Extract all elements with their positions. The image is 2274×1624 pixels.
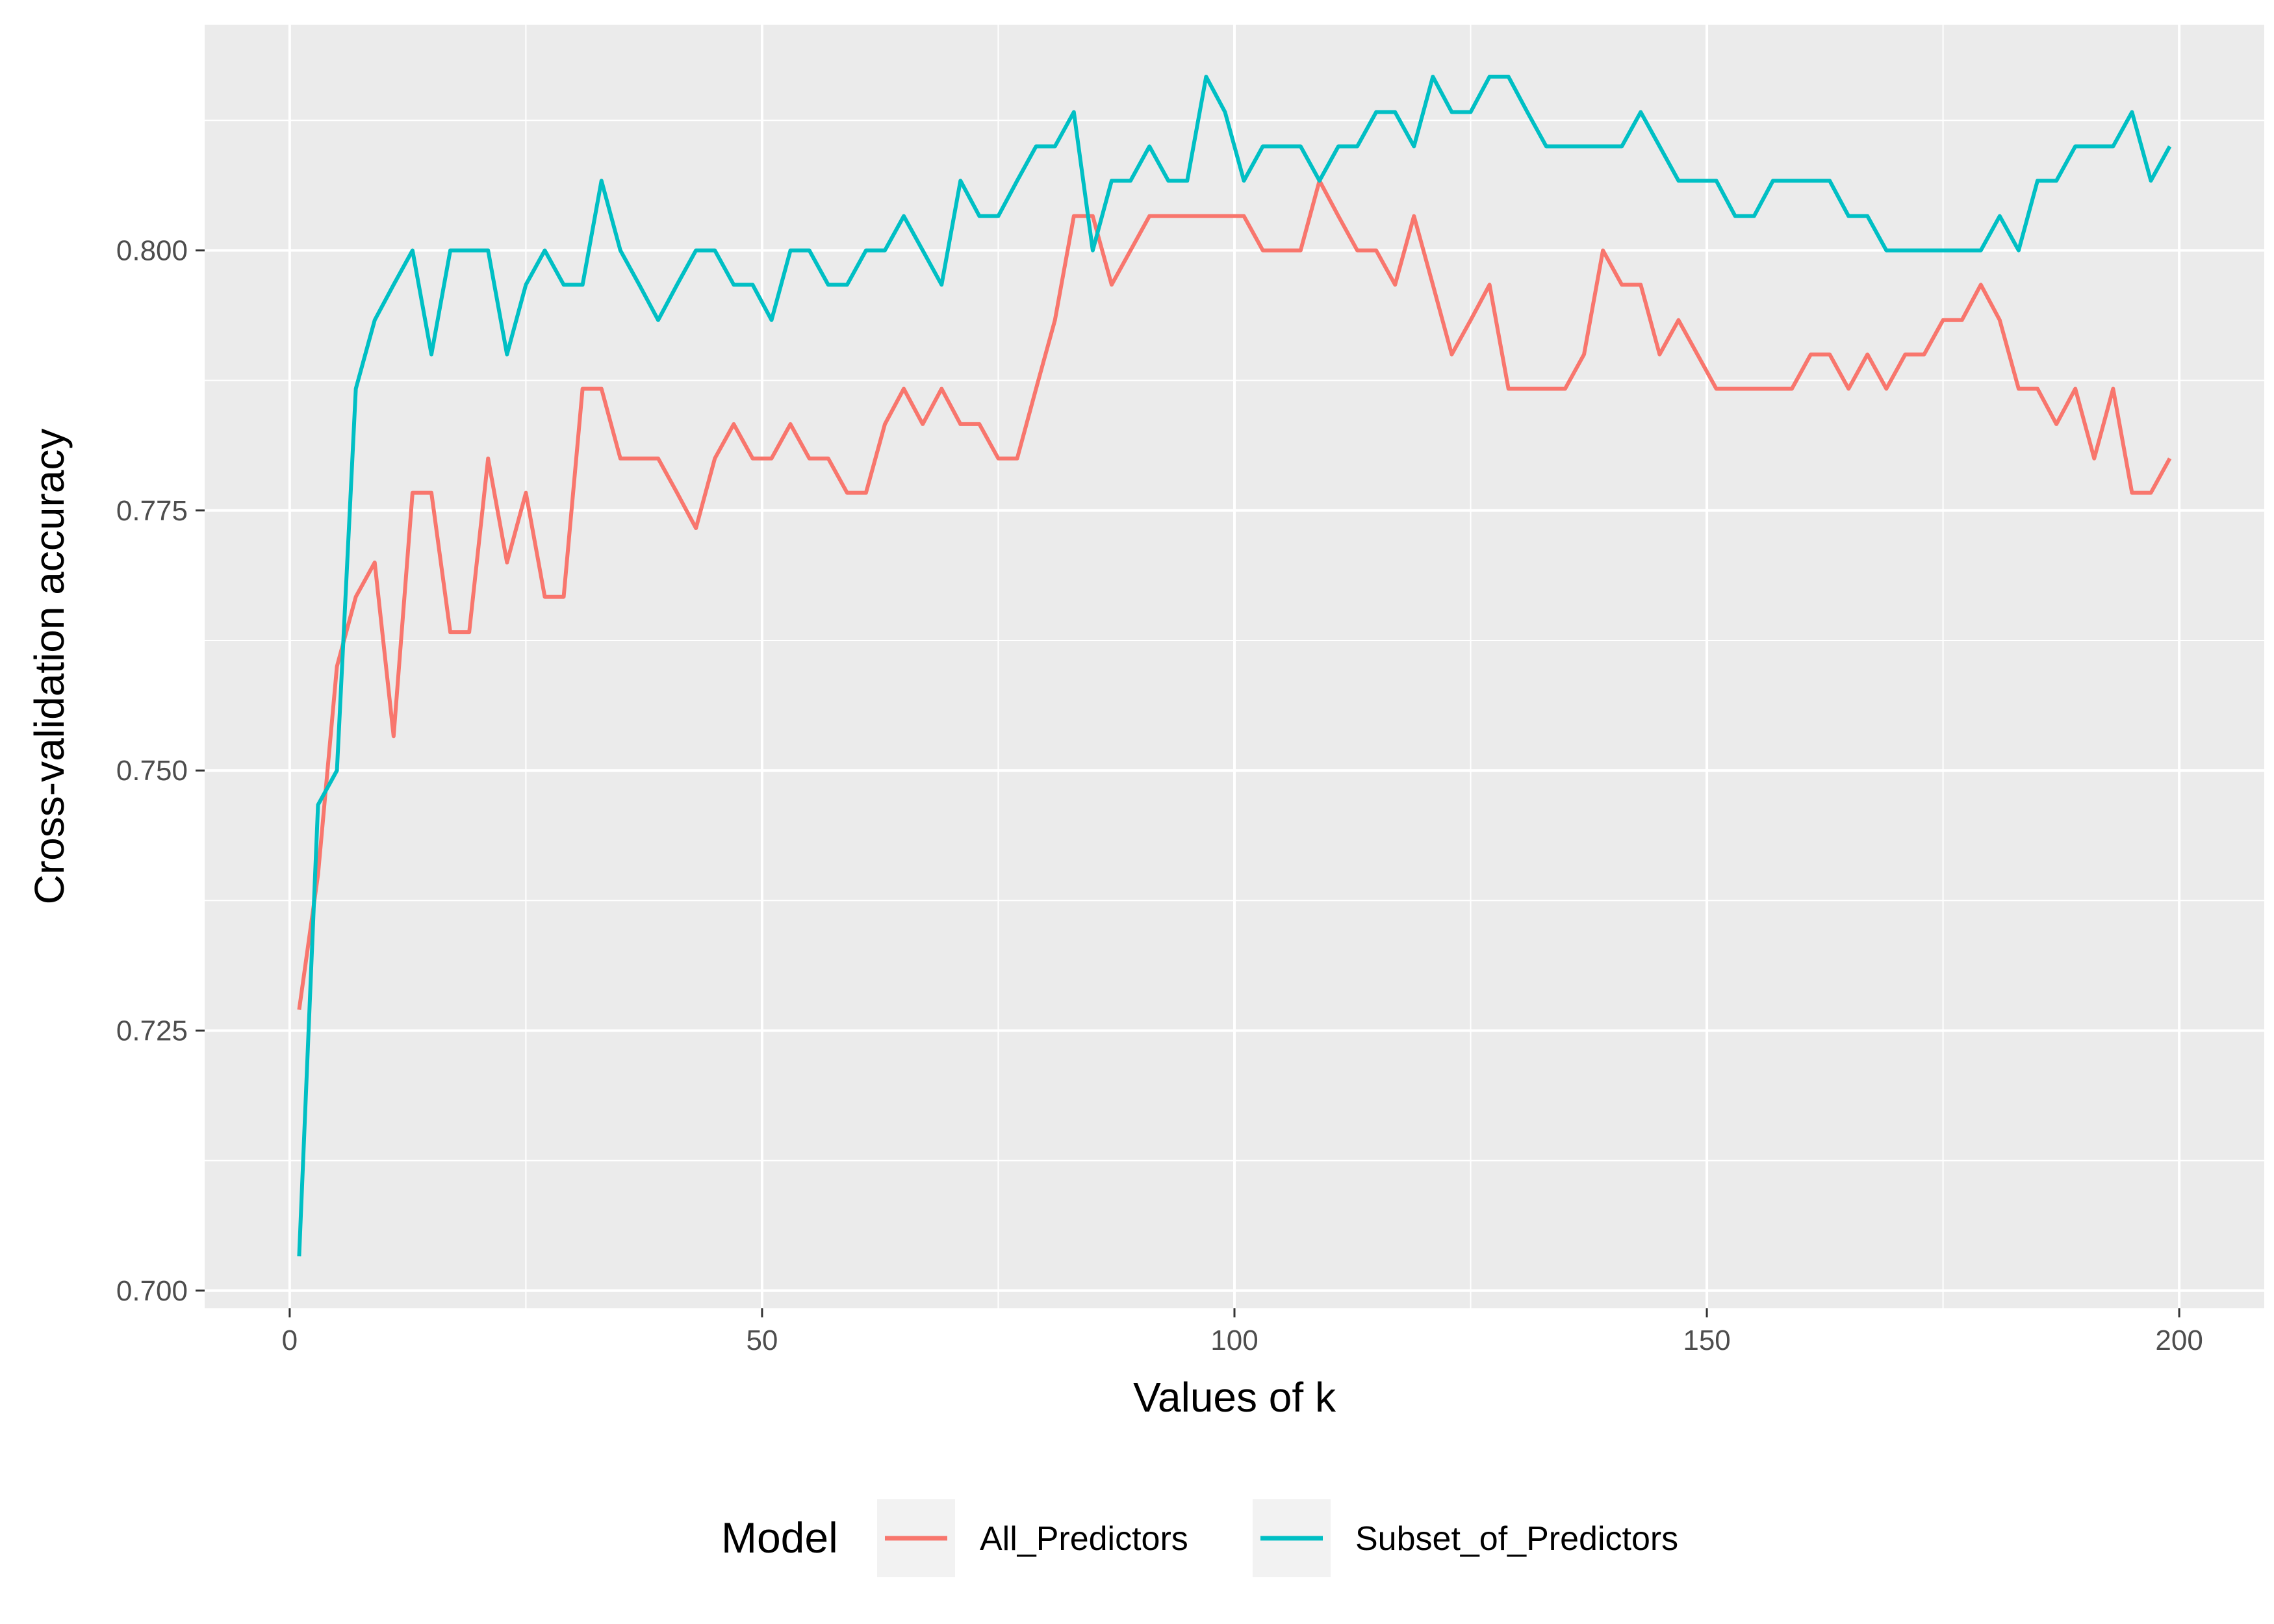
series-layer [297, 75, 2172, 1257]
legend-title: Model [721, 1514, 838, 1562]
legend-label-all-predictors: All_Predictors [980, 1520, 1188, 1558]
series-line-subset-of-predictors [297, 75, 2172, 1257]
x-tick-label: 0 [282, 1325, 298, 1356]
x-axis: 0 50 100 150 200 [282, 1308, 2203, 1356]
x-tick-label: 200 [2155, 1325, 2203, 1356]
x-tick-label: 50 [746, 1325, 778, 1356]
x-tick-label: 150 [1683, 1325, 1730, 1356]
y-tick-label: 0.800 [116, 235, 188, 266]
legend: Model All_Predictors Subset_of_Predictor… [721, 1499, 1678, 1577]
x-tick-label: 100 [1210, 1325, 1258, 1356]
y-axis: 0.700 0.725 0.750 0.775 0.800 [116, 235, 205, 1307]
x-axis-title: Values of k [1133, 1374, 1336, 1421]
y-tick-label: 0.700 [116, 1275, 188, 1307]
legend-label-subset-of-predictors: Subset_of_Predictors [1355, 1520, 1678, 1558]
y-tick-label: 0.725 [116, 1015, 188, 1047]
y-axis-title: Cross-validation accuracy [26, 429, 73, 905]
y-tick-label: 0.775 [116, 495, 188, 527]
series-line-all-predictors [297, 179, 2172, 1010]
y-tick-label: 0.750 [116, 755, 188, 787]
